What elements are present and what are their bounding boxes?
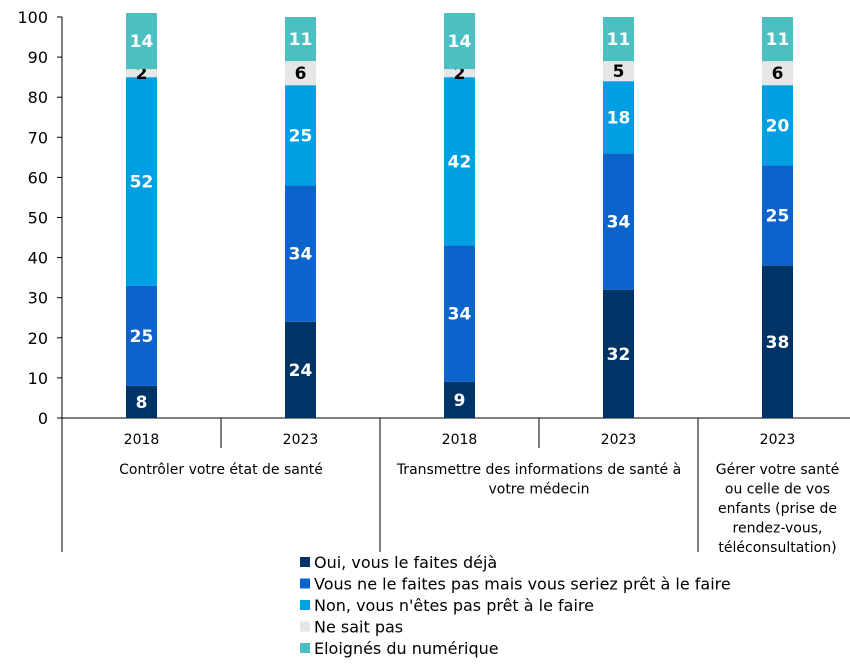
group-label: Gérer votre santé ou celle de vos enfants … [716,462,839,556]
bar-value-label: 2 [454,64,466,84]
bar-segment [762,265,793,418]
legend-label: Eloignés du numérique [314,639,499,658]
y-tick-label: 30 [28,289,48,308]
y-tick-label: 60 [28,168,48,187]
bar-segment [603,153,634,290]
y-tick-label: 50 [28,209,48,228]
bar-segment [285,321,316,418]
bar-segment [762,85,793,166]
bar-segment [285,185,316,322]
bar-value-label: 14 [448,32,472,52]
legend-swatch [300,600,310,610]
legend-swatch [300,578,310,589]
bar-segment [444,245,475,382]
x-category-label: 2023 [601,432,637,448]
bar-value-label: 18 [607,108,631,128]
y-tick-label: 20 [28,329,48,348]
bar-segment [603,81,634,154]
bar-segment [444,12,475,70]
y-tick-label: 10 [28,369,48,388]
y-tick-label: 70 [28,128,48,147]
bar-value-label: 24 [289,361,313,381]
bar-value-label: 9 [454,391,466,411]
bar-value-label: 14 [130,32,154,52]
legend-label: Oui, vous le faites déjà [314,553,497,572]
y-tick-label: 0 [38,409,48,428]
bar-value-label: 6 [295,64,307,84]
bar-segment [603,289,634,418]
bar-segment [126,12,157,70]
x-category-label: 2018 [442,432,478,448]
bar-value-label: 6 [772,64,784,84]
bar-value-label: 52 [130,172,154,192]
bar-value-label: 34 [607,213,631,233]
legend-label: Non, vous n'êtes pas prêt à le faire [314,596,594,615]
bar-segment [126,69,157,78]
bar-segment [126,77,157,286]
bar-value-label: 5 [613,62,625,82]
bar-value-label: 11 [766,30,790,50]
bar-value-label: 11 [607,30,631,50]
x-category-label: 2023 [283,432,319,448]
bar-value-label: 11 [289,30,313,50]
y-tick-label: 80 [28,88,48,107]
bar-segment [762,61,793,86]
legend-label: Vous ne le faites pas mais vous seriez p… [314,575,731,594]
bar-value-label: 25 [289,126,313,146]
legend-swatch [300,621,310,632]
legend-label: Ne sait pas [314,618,403,637]
bar-value-label: 20 [766,116,790,136]
legend-swatch [300,557,310,567]
bar-value-label: 25 [766,206,790,226]
y-tick-label: 100 [17,8,48,27]
bar-segment [285,17,316,62]
group-label: Contrôler votre état de santé [119,462,323,478]
bar-segment [126,385,157,418]
bar-value-label: 25 [130,327,154,347]
bar-value-label: 38 [766,333,790,353]
bar-value-label: 2 [136,64,148,84]
y-tick-label: 90 [28,48,48,67]
bar-segment [285,85,316,186]
x-category-label: 2023 [760,432,796,448]
bar-value-label: 34 [289,245,313,265]
bar-segment [285,61,316,86]
bar-segment [762,17,793,62]
y-tick-label: 40 [28,249,48,268]
bar-value-label: 34 [448,305,472,325]
bar-segment [444,77,475,246]
bar-segment [762,165,793,266]
bar-segment [444,69,475,78]
bar-value-label: 32 [607,345,631,365]
bar-segment [603,61,634,82]
bar-segment [444,381,475,418]
bar-segment [603,17,634,62]
bar-segment [126,285,157,386]
bar-value-label: 42 [448,152,472,172]
x-category-label: 2018 [124,432,160,448]
bar-value-label: 8 [136,393,148,413]
legend-swatch [300,643,310,653]
